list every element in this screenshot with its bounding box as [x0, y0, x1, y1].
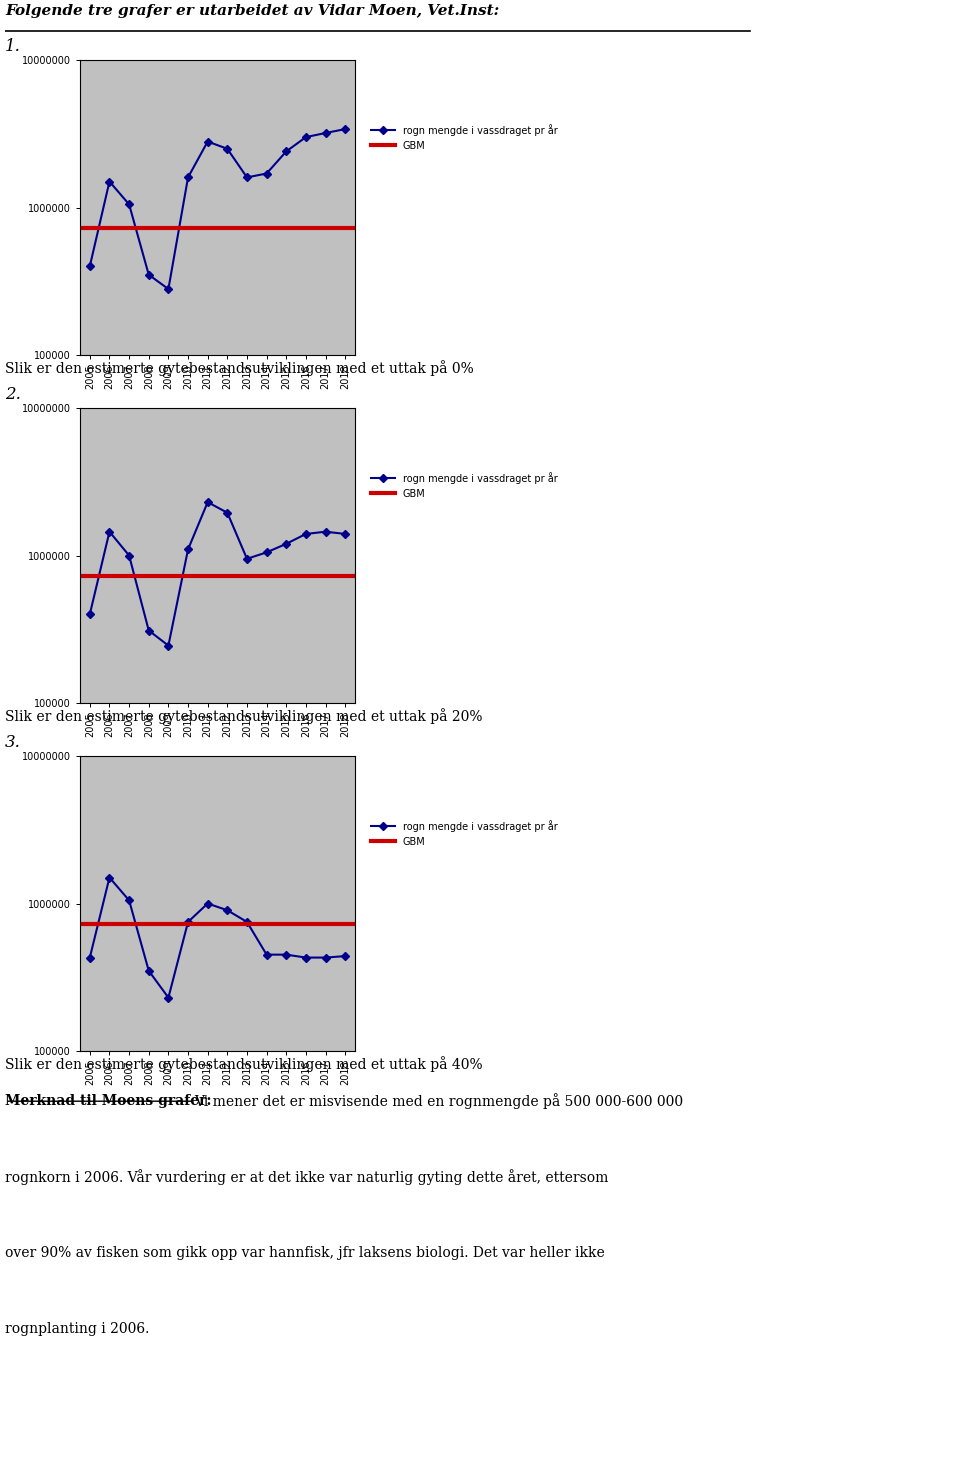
Text: 2.: 2.	[5, 385, 21, 403]
rogn mengde i vassdraget pr år	[84, 257, 96, 275]
rogn mengde i vassdraget pr år	[261, 165, 273, 182]
Line: rogn mengde i vassdraget pr år: rogn mengde i vassdraget pr år	[87, 875, 348, 1000]
rogn mengde i vassdraget pr år	[143, 962, 155, 980]
Text: over 90% av fisken som gikk opp var hannfisk, jfr laksens biologi. Det var helle: over 90% av fisken som gikk opp var hann…	[5, 1246, 605, 1259]
rogn mengde i vassdraget pr år	[202, 132, 213, 150]
rogn mengde i vassdraget pr år	[320, 522, 331, 540]
rogn mengde i vassdraget pr år	[104, 522, 115, 540]
Line: rogn mengde i vassdraget pr år: rogn mengde i vassdraget pr år	[87, 499, 348, 649]
Text: Slik er den estimerte gytebestandsutviklingen med et uttak på 0%: Slik er den estimerte gytebestandsutvikl…	[5, 360, 473, 377]
rogn mengde i vassdraget pr år	[241, 913, 252, 931]
rogn mengde i vassdraget pr år	[123, 547, 134, 565]
Text: Folgende tre grafer er utarbeidet av Vidar Moen, Vet.Inst:: Folgende tre grafer er utarbeidet av Vid…	[5, 4, 499, 18]
rogn mengde i vassdraget pr år	[123, 196, 134, 213]
rogn mengde i vassdraget pr år	[300, 949, 312, 966]
Legend: rogn mengde i vassdraget pr år, GBM: rogn mengde i vassdraget pr år, GBM	[371, 124, 558, 150]
Text: 1.: 1.	[5, 38, 21, 54]
rogn mengde i vassdraget pr år	[222, 140, 233, 157]
rogn mengde i vassdraget pr år	[182, 169, 194, 187]
rogn mengde i vassdraget pr år	[202, 894, 213, 912]
Text: 3.: 3.	[5, 734, 21, 752]
rogn mengde i vassdraget pr år	[162, 279, 174, 297]
rogn mengde i vassdraget pr år	[261, 544, 273, 562]
rogn mengde i vassdraget pr år	[300, 128, 312, 146]
rogn mengde i vassdraget pr år	[280, 535, 292, 553]
rogn mengde i vassdraget pr år	[222, 902, 233, 919]
rogn mengde i vassdraget pr år	[241, 169, 252, 187]
Text: rognplanting i 2006.: rognplanting i 2006.	[5, 1321, 150, 1336]
rogn mengde i vassdraget pr år	[320, 949, 331, 966]
rogn mengde i vassdraget pr år	[340, 121, 351, 138]
rogn mengde i vassdraget pr år	[143, 622, 155, 640]
rogn mengde i vassdraget pr år	[280, 946, 292, 964]
Text: Slik er den estimerte gytebestandsutviklingen med et uttak på 20%: Slik er den estimerte gytebestandsutvikl…	[5, 708, 483, 724]
rogn mengde i vassdraget pr år	[104, 172, 115, 190]
Legend: rogn mengde i vassdraget pr år, GBM: rogn mengde i vassdraget pr år, GBM	[371, 819, 558, 847]
rogn mengde i vassdraget pr år	[104, 869, 115, 887]
rogn mengde i vassdraget pr år	[261, 946, 273, 964]
Text: Merknad til Moens grafer:: Merknad til Moens grafer:	[5, 1093, 211, 1108]
rogn mengde i vassdraget pr år	[182, 540, 194, 558]
rogn mengde i vassdraget pr år	[320, 124, 331, 141]
Legend: rogn mengde i vassdraget pr år, GBM: rogn mengde i vassdraget pr år, GBM	[371, 472, 558, 499]
rogn mengde i vassdraget pr år	[202, 493, 213, 510]
Text: rognkorn i 2006. Vår vurdering er at det ikke var naturlig gyting dette året, et: rognkorn i 2006. Vår vurdering er at det…	[5, 1169, 609, 1186]
rogn mengde i vassdraget pr år	[123, 891, 134, 909]
rogn mengde i vassdraget pr år	[280, 143, 292, 160]
rogn mengde i vassdraget pr år	[222, 505, 233, 522]
Text: Slik er den estimerte gytebestandsutviklingen med et uttak på 40%: Slik er den estimerte gytebestandsutvikl…	[5, 1056, 483, 1072]
rogn mengde i vassdraget pr år	[84, 606, 96, 624]
Text: Vi mener det er misvisende med en rognmengde på 500 000-600 000: Vi mener det er misvisende med en rognme…	[194, 1093, 684, 1109]
rogn mengde i vassdraget pr år	[162, 637, 174, 655]
rogn mengde i vassdraget pr år	[300, 525, 312, 543]
rogn mengde i vassdraget pr år	[241, 550, 252, 568]
rogn mengde i vassdraget pr år	[84, 949, 96, 966]
rogn mengde i vassdraget pr år	[182, 913, 194, 931]
Line: rogn mengde i vassdraget pr år: rogn mengde i vassdraget pr år	[87, 127, 348, 291]
rogn mengde i vassdraget pr år	[340, 525, 351, 543]
rogn mengde i vassdraget pr år	[340, 947, 351, 965]
rogn mengde i vassdraget pr år	[162, 989, 174, 1006]
rogn mengde i vassdraget pr år	[143, 266, 155, 284]
